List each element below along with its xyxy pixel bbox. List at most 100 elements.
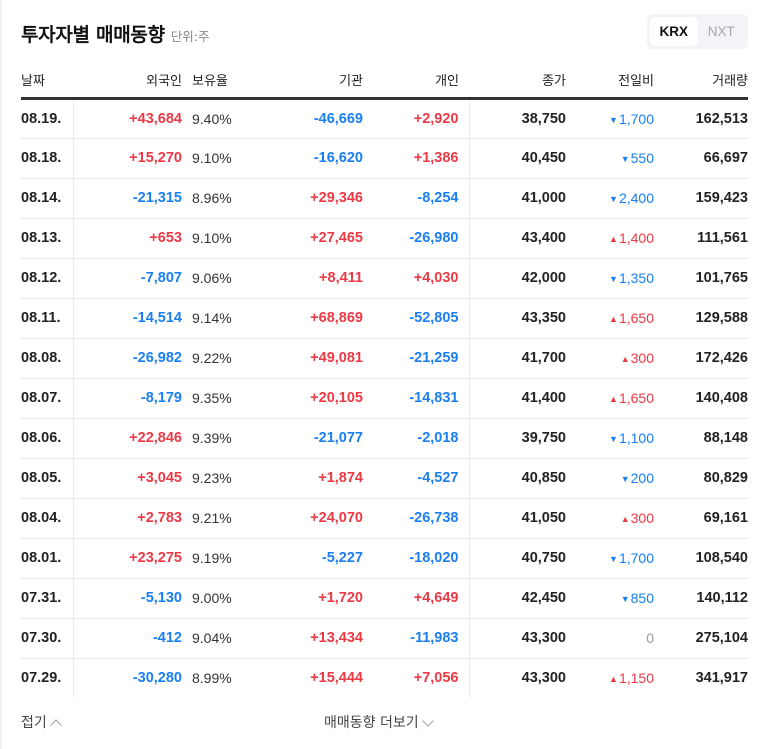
- change-value: 1,650: [618, 310, 654, 326]
- cell-institution: +1,874: [252, 458, 363, 499]
- cell-date: 08.19.: [21, 98, 74, 139]
- cell-foreign: +23,275: [73, 538, 182, 579]
- col-header-change: 전일비: [566, 62, 654, 100]
- cell-foreign: -8,179: [73, 378, 182, 419]
- cell-foreign: -21,315: [73, 178, 182, 219]
- table-row: 08.11. -14,514 9.14% +68,869 -52,805 43,350 ▲1…: [21, 298, 748, 339]
- more-label: 매매동향 더보기: [324, 715, 419, 731]
- tab-krx[interactable]: KRX: [650, 17, 698, 46]
- table-row: 08.14. -21,315 8.96% +29,346 -8,254 41,000 ▼2,…: [21, 178, 748, 219]
- col-header-volume: 거래량: [654, 62, 748, 100]
- chevron-down-icon: [421, 715, 434, 727]
- cell-individual: +7,056: [363, 658, 470, 698]
- triangle-down-icon: ▼: [620, 154, 630, 164]
- cell-change: ▼850: [566, 578, 654, 619]
- triangle-down-icon: ▼: [620, 594, 630, 604]
- cell-foreign: -7,807: [73, 258, 182, 299]
- cell-change: ▼1,700: [566, 98, 654, 139]
- cell-individual: -2,018: [363, 418, 470, 459]
- cell-volume: 159,423: [654, 178, 748, 219]
- table-row: 08.04. +2,783 9.21% +24,070 -26,738 41,050 ▲30…: [21, 498, 748, 539]
- tab-nxt[interactable]: NXT: [707, 24, 735, 39]
- change-value: 1,650: [618, 390, 654, 406]
- cell-date: 08.04.: [21, 498, 74, 539]
- title-text: 투자자별 매매동향: [21, 24, 165, 46]
- cell-close: 42,000: [469, 258, 566, 299]
- cell-change: ▲1,650: [566, 378, 654, 419]
- cell-individual: +1,386: [363, 138, 470, 179]
- cell-close: 43,400: [469, 218, 566, 259]
- cell-close: 41,000: [469, 178, 566, 219]
- change-value: 1,400: [618, 230, 654, 246]
- cell-date: 08.05.: [21, 458, 74, 499]
- cell-date: 08.07.: [21, 378, 74, 419]
- cell-individual: -8,254: [363, 178, 470, 219]
- col-header-institution: 기관: [252, 62, 363, 100]
- cell-holding-ratio: 9.19%: [182, 538, 252, 579]
- cell-individual: +4,649: [363, 578, 470, 619]
- table-row: 08.19. +43,684 9.40% -46,669 +2,920 38,750 ▼1,…: [21, 98, 748, 139]
- cell-change: ▲1,150: [566, 658, 654, 698]
- cell-holding-ratio: 9.39%: [182, 418, 252, 459]
- cell-holding-ratio: 9.21%: [182, 498, 252, 539]
- cell-holding-ratio: 9.10%: [182, 218, 252, 259]
- cell-individual: -26,738: [363, 498, 470, 539]
- cell-holding-ratio: 9.22%: [182, 338, 252, 379]
- left-edge-strip: [0, 0, 2, 749]
- cell-volume: 172,426: [654, 338, 748, 379]
- cell-institution: +8,411: [252, 258, 363, 299]
- cell-holding-ratio: 9.23%: [182, 458, 252, 499]
- change-value: 200: [630, 470, 654, 486]
- cell-volume: 88,148: [654, 418, 748, 459]
- cell-close: 42,450: [469, 578, 566, 619]
- table-row: 07.31. -5,130 9.00% +1,720 +4,649 42,450 ▼850 1…: [21, 578, 748, 619]
- cell-holding-ratio: 9.04%: [182, 618, 252, 659]
- cell-individual: -21,259: [363, 338, 470, 379]
- cell-individual: +4,030: [363, 258, 470, 299]
- cell-close: 41,050: [469, 498, 566, 539]
- cell-change: ▲300: [566, 338, 654, 379]
- cell-volume: 108,540: [654, 538, 748, 579]
- cell-change: ▼1,350: [566, 258, 654, 299]
- cell-change: ▼550: [566, 138, 654, 179]
- change-value: 1,700: [618, 110, 654, 127]
- cell-close: 41,700: [469, 338, 566, 379]
- cell-date: 08.13.: [21, 218, 74, 259]
- table-row: 08.18. +15,270 9.10% -16,620 +1,386 40,450 ▼55…: [21, 138, 748, 179]
- cell-individual: -4,527: [363, 458, 470, 499]
- cell-volume: 66,697: [654, 138, 748, 179]
- cell-change: ▲1,400: [566, 218, 654, 259]
- cell-change: ▼1,700: [566, 538, 654, 579]
- cell-institution: +13,434: [252, 618, 363, 659]
- cell-date: 08.06.: [21, 418, 74, 459]
- cell-volume: 341,917: [695, 670, 748, 687]
- col-header-holding-ratio: 보유율: [182, 62, 252, 100]
- table-row: 08.12. -7,807 9.06% +8,411 +4,030 42,000 ▼1,35…: [21, 258, 748, 299]
- triangle-down-icon: ▼: [609, 114, 618, 125]
- cell-individual: -26,980: [363, 218, 470, 259]
- cell-date: 08.12.: [21, 258, 74, 299]
- cell-date: 07.30.: [21, 618, 74, 659]
- cell-volume: 101,765: [654, 258, 748, 299]
- chevron-up-icon: [50, 719, 62, 731]
- cell-change: ▼2,400: [566, 178, 654, 219]
- cell-change: 0: [566, 618, 654, 659]
- col-header-individual: 개인: [363, 62, 469, 100]
- cell-close: 40,450: [469, 138, 566, 179]
- fold-button[interactable]: 접기: [21, 712, 62, 732]
- more-trading-button[interactable]: 매매동향 더보기: [324, 712, 434, 732]
- widget-header: 투자자별 매매동향 단위:주 KRX NXT: [21, 0, 748, 62]
- cell-close: 40,750: [469, 538, 566, 579]
- cell-foreign: -14,514: [73, 298, 182, 339]
- cell-institution: +29,346: [252, 178, 363, 219]
- triangle-up-icon: ▲: [620, 514, 630, 524]
- cell-foreign: -5,130: [73, 578, 182, 619]
- table-row: 08.06. +22,846 9.39% -21,077 -2,018 39,750 ▼1,…: [21, 418, 748, 459]
- cell-foreign: +43,684: [73, 98, 182, 139]
- col-header-date: 날짜: [21, 62, 73, 100]
- cell-institution: +24,070: [252, 498, 363, 539]
- col-header-close: 종가: [469, 62, 566, 100]
- widget-footer: 접기 매매동향 더보기: [21, 698, 748, 748]
- triangle-down-icon: ▼: [609, 274, 618, 284]
- cell-holding-ratio: 9.35%: [182, 378, 252, 419]
